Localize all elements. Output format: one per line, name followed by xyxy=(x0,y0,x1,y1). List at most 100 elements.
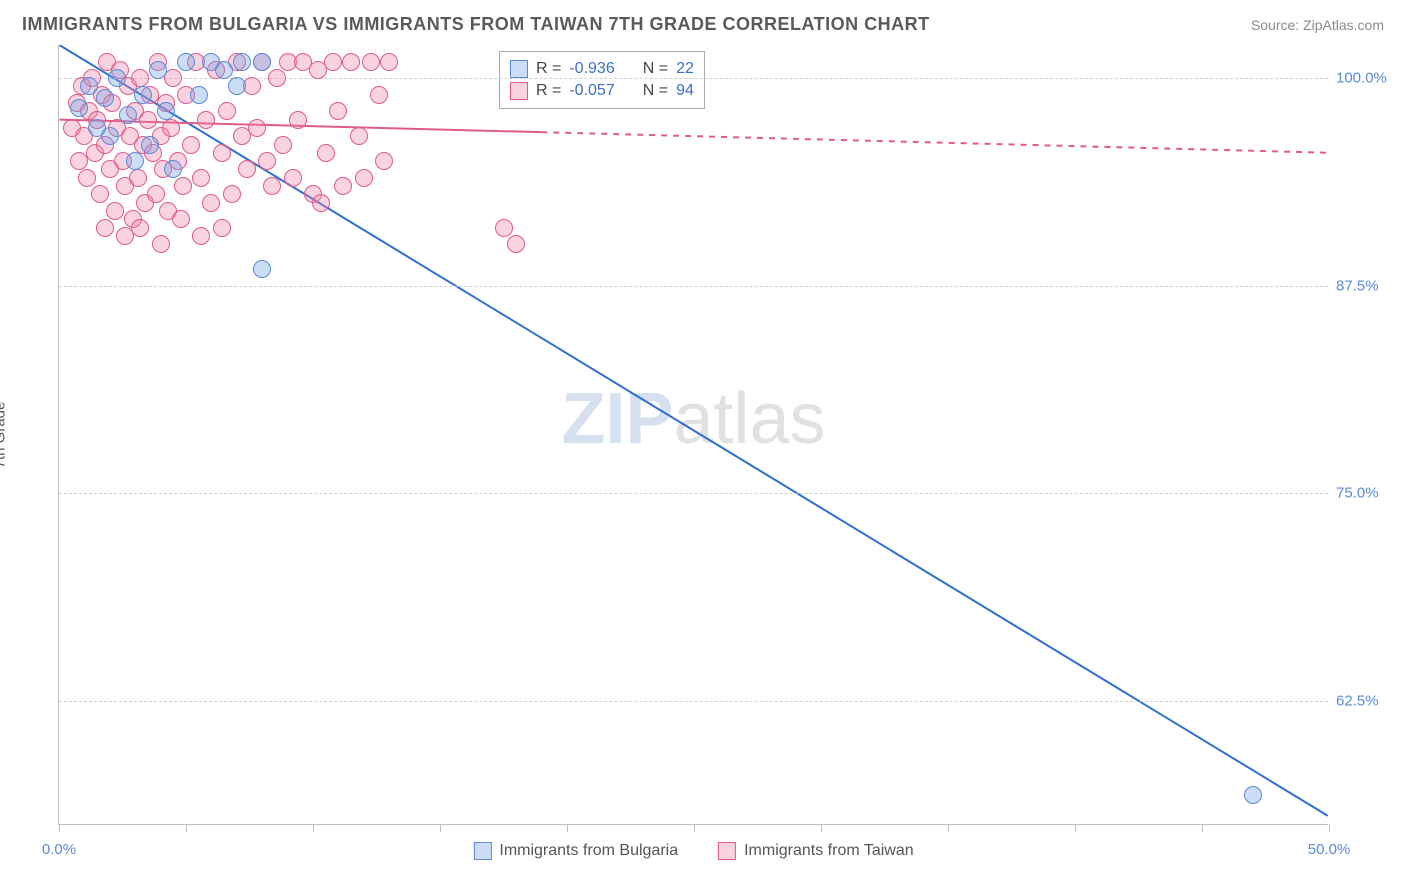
scatter-point xyxy=(96,89,114,107)
scatter-point xyxy=(362,53,380,71)
scatter-point xyxy=(190,86,208,104)
watermark: ZIPatlas xyxy=(561,378,825,460)
scatter-point xyxy=(228,77,246,95)
x-tick-label: 50.0% xyxy=(1308,841,1351,858)
x-tick xyxy=(821,824,822,832)
x-tick xyxy=(694,824,695,832)
n-label: N = xyxy=(643,82,668,100)
scatter-point xyxy=(129,169,147,187)
scatter-point xyxy=(192,227,210,245)
y-tick-label: 62.5% xyxy=(1336,692,1406,709)
legend-row-bulgaria: R = -0.936 N = 22 xyxy=(510,58,694,80)
source-attribution: Source: ZipAtlas.com xyxy=(1251,17,1384,33)
scatter-point xyxy=(329,102,347,120)
scatter-point xyxy=(80,77,98,95)
scatter-point xyxy=(495,219,513,237)
scatter-point xyxy=(141,136,159,154)
watermark-atlas: atlas xyxy=(673,379,825,459)
scatter-point xyxy=(91,185,109,203)
x-tick xyxy=(1202,824,1203,832)
scatter-point xyxy=(172,210,190,228)
scatter-point xyxy=(324,53,342,71)
series-legend: Immigrants from Bulgaria Immigrants from… xyxy=(473,842,913,860)
swatch-bulgaria xyxy=(510,60,528,78)
scatter-point xyxy=(248,119,266,137)
scatter-point xyxy=(149,61,167,79)
scatter-point xyxy=(375,152,393,170)
grid-line xyxy=(59,286,1328,287)
r-label: R = xyxy=(536,82,561,100)
x-tick xyxy=(567,824,568,832)
watermark-zip: ZIP xyxy=(561,379,673,459)
scatter-point xyxy=(213,219,231,237)
scatter-point xyxy=(334,177,352,195)
scatter-point xyxy=(263,177,281,195)
scatter-point xyxy=(131,69,149,87)
n-label: N = xyxy=(643,60,668,78)
scatter-point xyxy=(78,169,96,187)
scatter-point xyxy=(119,106,137,124)
trend-line-dashed xyxy=(541,132,1327,153)
scatter-point xyxy=(370,86,388,104)
legend-item-taiwan: Immigrants from Taiwan xyxy=(718,842,914,860)
scatter-point xyxy=(164,69,182,87)
x-tick xyxy=(1075,824,1076,832)
x-tick xyxy=(1329,824,1330,832)
scatter-point xyxy=(274,136,292,154)
scatter-point xyxy=(197,111,215,129)
scatter-point xyxy=(162,119,180,137)
scatter-point xyxy=(284,169,302,187)
scatter-point xyxy=(312,194,330,212)
scatter-point xyxy=(157,102,175,120)
n-value-taiwan: 94 xyxy=(676,82,694,100)
scatter-point xyxy=(152,235,170,253)
scatter-point xyxy=(70,99,88,117)
scatter-point xyxy=(238,160,256,178)
scatter-point xyxy=(233,53,251,71)
scatter-point xyxy=(258,152,276,170)
x-tick xyxy=(59,824,60,832)
scatter-point xyxy=(174,177,192,195)
scatter-point xyxy=(253,53,271,71)
swatch-taiwan xyxy=(510,82,528,100)
scatter-point xyxy=(355,169,373,187)
grid-line xyxy=(59,493,1328,494)
scatter-point xyxy=(182,136,200,154)
scatter-point xyxy=(96,219,114,237)
scatter-point xyxy=(268,69,286,87)
x-tick xyxy=(948,824,949,832)
source-prefix: Source: xyxy=(1251,17,1303,33)
r-value-taiwan: -0.057 xyxy=(569,82,614,100)
scatter-point xyxy=(177,53,195,71)
scatter-point xyxy=(139,111,157,129)
source-name: ZipAtlas.com xyxy=(1303,17,1384,33)
scatter-point xyxy=(253,260,271,278)
scatter-point xyxy=(147,185,165,203)
n-value-bulgaria: 22 xyxy=(676,60,694,78)
scatter-point xyxy=(380,53,398,71)
scatter-point xyxy=(164,160,182,178)
scatter-point xyxy=(202,194,220,212)
scatter-point xyxy=(317,144,335,162)
scatter-point xyxy=(223,185,241,203)
r-label: R = xyxy=(536,60,561,78)
chart-container: 7th Grade ZIPatlas R = -0.936 N = 22 R =… xyxy=(22,45,1384,825)
scatter-point xyxy=(218,102,236,120)
scatter-point xyxy=(108,69,126,87)
y-axis-label: 7th Grade xyxy=(0,402,9,469)
scatter-point xyxy=(350,127,368,145)
swatch-bulgaria-icon xyxy=(473,842,491,860)
x-tick xyxy=(186,824,187,832)
legend-label-taiwan: Immigrants from Taiwan xyxy=(744,842,914,860)
scatter-point xyxy=(213,144,231,162)
scatter-point xyxy=(192,169,210,187)
swatch-taiwan-icon xyxy=(718,842,736,860)
plot-area: ZIPatlas R = -0.936 N = 22 R = -0.057 N … xyxy=(58,45,1328,825)
scatter-point xyxy=(106,202,124,220)
legend-row-taiwan: R = -0.057 N = 94 xyxy=(510,80,694,102)
correlation-legend: R = -0.936 N = 22 R = -0.057 N = 94 xyxy=(499,51,705,109)
grid-line xyxy=(59,701,1328,702)
scatter-point xyxy=(126,152,144,170)
scatter-point xyxy=(215,61,233,79)
x-tick xyxy=(313,824,314,832)
